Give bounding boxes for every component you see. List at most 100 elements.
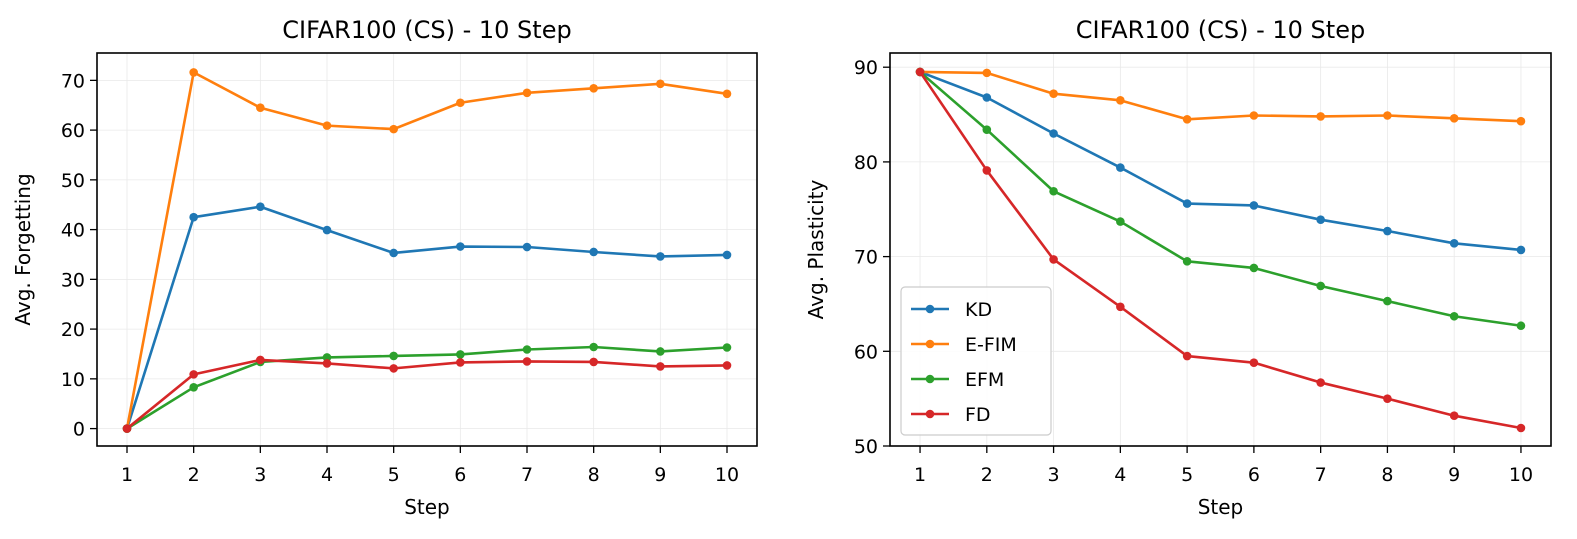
data-point-efm bbox=[589, 342, 598, 352]
x-tick-label: 6 bbox=[1248, 464, 1260, 486]
data-point-fd bbox=[982, 166, 992, 175]
data-point-fd bbox=[1049, 255, 1058, 264]
series-line-e-fim bbox=[920, 70, 1522, 123]
legend-marker-efm bbox=[925, 374, 935, 384]
series-line-fd bbox=[918, 71, 1522, 430]
data-point-fd bbox=[1383, 394, 1392, 403]
data-point-efm bbox=[1249, 263, 1259, 273]
data-point-efm bbox=[722, 343, 732, 352]
x-axis-label: Step bbox=[1198, 495, 1244, 519]
y-tick-label: 60 bbox=[854, 341, 878, 363]
data-point-fd bbox=[389, 364, 398, 373]
data-point-e-fim bbox=[1116, 96, 1125, 105]
data-point-kd bbox=[589, 247, 598, 257]
x-tick-label: 2 bbox=[981, 464, 993, 486]
y-tick-label: 50 bbox=[61, 170, 85, 192]
x-tick-label: 9 bbox=[654, 464, 666, 486]
data-point-kd bbox=[982, 93, 992, 102]
data-point-e-fim bbox=[1449, 114, 1459, 123]
data-point-kd bbox=[256, 202, 265, 212]
data-point-e-fim bbox=[1049, 89, 1058, 99]
series-line-efm bbox=[126, 345, 728, 430]
y-axis-label: Avg. Plasticity bbox=[804, 180, 828, 320]
data-point-fd bbox=[1116, 302, 1125, 312]
data-point-fd bbox=[722, 361, 732, 370]
x-tick-label: 5 bbox=[388, 464, 400, 486]
data-point-efm bbox=[389, 351, 398, 361]
data-point-fd bbox=[1182, 351, 1192, 361]
data-point-kd bbox=[1383, 226, 1392, 236]
data-point-efm bbox=[982, 125, 992, 135]
x-tick-label: 2 bbox=[188, 464, 200, 486]
data-point-e-fim bbox=[389, 124, 398, 134]
y-tick-label: 90 bbox=[854, 57, 878, 79]
y-tick-label: 30 bbox=[61, 269, 85, 291]
data-point-kd bbox=[1116, 163, 1125, 172]
data-point-fd bbox=[1316, 378, 1325, 387]
data-point-kd bbox=[322, 225, 332, 235]
data-point-kd bbox=[1049, 129, 1058, 138]
data-point-kd bbox=[189, 212, 198, 222]
y-tick-label: 10 bbox=[61, 369, 85, 391]
data-point-kd bbox=[456, 242, 465, 251]
data-point-fd bbox=[256, 355, 265, 365]
y-tick-label: 80 bbox=[854, 152, 878, 174]
data-point-kd bbox=[1449, 239, 1459, 248]
plot-frame bbox=[96, 52, 758, 447]
data-point-fd bbox=[456, 358, 465, 367]
data-point-efm bbox=[189, 382, 198, 392]
data-point-fd bbox=[656, 362, 665, 371]
series-line-fd bbox=[126, 358, 728, 430]
data-point-e-fim bbox=[256, 103, 265, 113]
data-point-kd bbox=[722, 250, 732, 260]
data-point-efm bbox=[1182, 257, 1192, 266]
legend: KD E-FIM EFM FD bbox=[900, 286, 1052, 436]
x-tick-label: 4 bbox=[1114, 464, 1126, 486]
data-point-e-fim bbox=[589, 84, 598, 93]
data-point-fd bbox=[322, 359, 332, 368]
data-point-kd bbox=[389, 248, 398, 258]
series-line-efm bbox=[919, 70, 1522, 328]
legend-label-efm: EFM bbox=[965, 369, 1004, 391]
x-tick-label: 1 bbox=[914, 464, 926, 486]
y-tick-label: 0 bbox=[73, 419, 85, 441]
y-tick-label: 70 bbox=[854, 247, 878, 269]
x-tick-label: 8 bbox=[588, 464, 600, 486]
data-point-e-fim bbox=[1182, 114, 1192, 124]
data-point-e-fim bbox=[522, 88, 532, 98]
series-line-e-fim bbox=[125, 71, 728, 429]
x-tick-label: 7 bbox=[1315, 464, 1327, 486]
x-tick-label: 3 bbox=[1048, 464, 1060, 486]
series-line-kd bbox=[919, 70, 1522, 252]
data-point-e-fim bbox=[1383, 111, 1392, 120]
data-point-e-fim bbox=[322, 121, 332, 130]
x-tick-label: 9 bbox=[1448, 464, 1460, 486]
plot-frame bbox=[889, 52, 1552, 447]
legend-marker-e-fim bbox=[925, 339, 935, 349]
legend-label-fd: FD bbox=[965, 404, 991, 426]
data-point-kd bbox=[1249, 201, 1259, 210]
x-axis-label: Step bbox=[404, 495, 450, 519]
data-point-efm bbox=[456, 350, 465, 359]
data-point-efm bbox=[1049, 186, 1058, 196]
y-tick-label: 40 bbox=[61, 220, 85, 242]
data-point-e-fim bbox=[1516, 116, 1526, 126]
data-point-fd bbox=[522, 357, 532, 366]
y-tick-label: 50 bbox=[854, 436, 878, 458]
x-tick-label: 3 bbox=[254, 464, 266, 486]
data-point-fd bbox=[122, 424, 132, 433]
x-tick-label: 4 bbox=[321, 464, 333, 486]
x-tick-label: 8 bbox=[1381, 464, 1393, 486]
legend-box bbox=[900, 286, 1052, 436]
data-point-kd bbox=[1516, 245, 1526, 255]
x-tick-label: 5 bbox=[1181, 464, 1193, 486]
data-point-e-fim bbox=[656, 79, 665, 89]
chart-panel-1: 1 2 3 4 5 6 7 8 9 10 0 10 20 30 40 50 60 70 CIFAR100 (CS) … bbox=[11, 16, 758, 519]
chart-title: CIFAR100 (CS) - 10 Step bbox=[282, 16, 571, 44]
legend-marker-kd bbox=[925, 304, 935, 314]
data-point-kd bbox=[1316, 215, 1325, 224]
data-point-e-fim bbox=[456, 98, 465, 108]
data-point-efm bbox=[1383, 296, 1392, 306]
legend-label-kd: KD bbox=[965, 299, 992, 321]
